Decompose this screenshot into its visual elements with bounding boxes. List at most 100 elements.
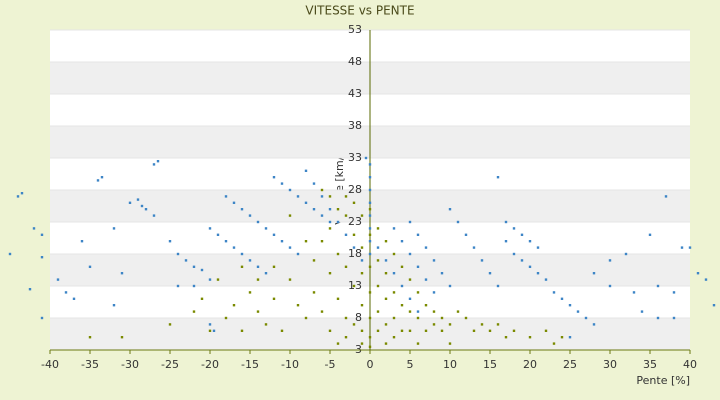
point [248, 259, 252, 262]
y-tick-label: 8 [355, 311, 362, 324]
point [344, 214, 348, 217]
point [32, 227, 36, 230]
point [496, 284, 500, 288]
point [232, 304, 236, 307]
point [352, 284, 356, 288]
point [328, 195, 332, 198]
point [384, 342, 388, 345]
x-tick-label: 30 [603, 358, 617, 371]
point [40, 233, 44, 236]
point [568, 336, 572, 339]
point [352, 323, 356, 326]
point [552, 291, 556, 294]
point [584, 316, 588, 320]
point [200, 268, 204, 272]
point [408, 329, 412, 332]
point [368, 208, 372, 211]
x-tick-label: 25 [563, 358, 577, 371]
point [576, 310, 580, 313]
point [368, 291, 372, 294]
point [416, 342, 420, 345]
point [456, 310, 460, 313]
point [560, 297, 564, 300]
point [336, 342, 340, 345]
point [408, 220, 412, 224]
point [328, 220, 332, 224]
point [96, 179, 100, 182]
point [320, 310, 324, 313]
point [176, 252, 180, 256]
y-tick-label: 53 [348, 23, 362, 36]
point [656, 284, 660, 288]
x-tick-label: 40 [683, 358, 697, 371]
point [72, 297, 76, 300]
point [368, 345, 372, 348]
point [432, 323, 436, 326]
point [392, 227, 396, 230]
point [392, 291, 396, 294]
point [440, 316, 444, 320]
point [256, 265, 260, 268]
point [360, 304, 364, 307]
point [320, 195, 324, 198]
point [408, 252, 412, 256]
point [384, 297, 388, 300]
point [336, 297, 340, 300]
point [336, 252, 340, 256]
point [352, 201, 356, 204]
point [248, 214, 252, 217]
point [400, 265, 404, 268]
point [360, 259, 364, 262]
point [328, 227, 332, 230]
point [224, 316, 228, 320]
point [656, 316, 660, 320]
point [376, 310, 380, 313]
point [464, 233, 468, 236]
point [408, 278, 412, 281]
point [392, 272, 396, 275]
point [448, 342, 452, 345]
point [336, 220, 340, 224]
point [712, 304, 716, 307]
point [336, 208, 340, 211]
point [512, 252, 516, 256]
point [368, 233, 372, 236]
x-tick-label: 35 [643, 358, 657, 371]
point [416, 265, 420, 268]
point [264, 323, 268, 326]
point [368, 316, 372, 320]
point [240, 329, 244, 332]
point [368, 336, 372, 339]
point [176, 284, 180, 288]
point [592, 272, 596, 275]
point [264, 272, 268, 275]
point [488, 329, 492, 332]
point [328, 329, 332, 332]
x-tick-label: 20 [523, 358, 537, 371]
point [208, 323, 212, 326]
point [168, 240, 172, 243]
point [440, 272, 444, 275]
point [208, 278, 212, 281]
point [312, 259, 316, 262]
point [512, 329, 516, 332]
point [536, 246, 540, 249]
point [352, 233, 356, 236]
point [376, 329, 380, 332]
point [256, 278, 260, 281]
point [352, 246, 356, 249]
x-tick-label: 5 [407, 358, 414, 371]
point [360, 214, 364, 217]
point [344, 336, 348, 339]
point [448, 284, 452, 288]
point [8, 252, 12, 256]
point [400, 284, 404, 288]
point [368, 227, 372, 230]
point [232, 201, 236, 204]
point [304, 201, 308, 204]
y-tick-label: 38 [348, 119, 362, 132]
point [376, 227, 380, 230]
point [344, 195, 348, 198]
point [136, 198, 140, 201]
point [416, 316, 420, 320]
